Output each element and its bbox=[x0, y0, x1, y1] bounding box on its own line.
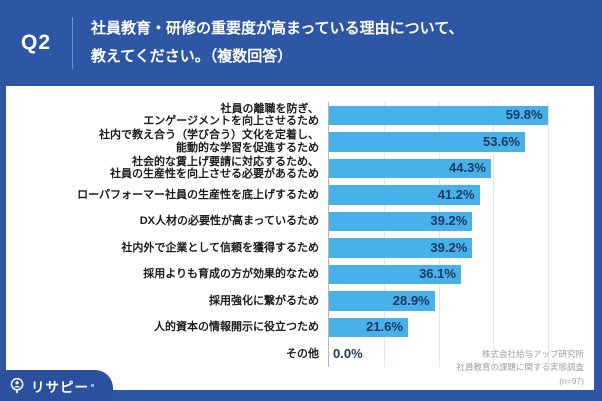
value-label: 53.6% bbox=[483, 133, 520, 149]
chart-row: 社内で教え合う（学び合う）文化を定着し、 能動的な学習を促進するため 53.6% bbox=[6, 129, 594, 156]
brand-logo-text: リサピー bbox=[31, 379, 89, 395]
category-label: 社員の離職を防ぎ、 エンゲージメントを向上させるため bbox=[143, 102, 319, 128]
gridline bbox=[383, 102, 385, 367]
bar-area: 0.0% bbox=[329, 341, 594, 368]
chart-row: その他 0.0% bbox=[6, 341, 594, 368]
question-number: Q2 bbox=[20, 31, 51, 54]
chart-row: 人的資本の情報開示に役立つため 21.6% bbox=[6, 314, 594, 341]
bar-area: 44.3% bbox=[329, 155, 594, 182]
question-header: Q2 社員教育・研修の重要度が高まっている理由について、 教えてください。（複数… bbox=[0, 0, 602, 86]
brand-logo-tab: リサピー bbox=[0, 370, 113, 401]
source-note: 株式会社給与アップ研究所 社員教育の課題に関する実態調査 (n=97) bbox=[456, 348, 584, 389]
chart-row: 採用よりも育成の方が効果的なため 36.1% bbox=[6, 261, 594, 288]
chart-panel: 社員の離職を防ぎ、 エンゲージメントを向上させるため 59.8% 社内で教え合う（学び… bbox=[6, 86, 594, 390]
bar bbox=[329, 185, 480, 205]
category-label: 採用よりも育成の方が効果的なため bbox=[143, 268, 319, 280]
chart-row: ローパフォーマー社員の生産性を底上げするため 41.2% bbox=[6, 182, 594, 209]
category-label: 社内外で企業として信頼を獲得するため bbox=[121, 241, 319, 254]
question-title: 社員教育・研修の重要度が高まっている理由について、 教えてください。（複数回答） bbox=[73, 15, 463, 71]
bar bbox=[329, 264, 461, 284]
bar-area: 36.1% bbox=[329, 261, 594, 288]
bar-area: 41.2% bbox=[329, 182, 594, 209]
source-sample-size: (n=97) bbox=[559, 375, 584, 386]
category-label: その他 bbox=[286, 347, 319, 360]
value-label: 39.2% bbox=[430, 239, 468, 255]
value-label: 21.6% bbox=[366, 319, 403, 334]
bar-area: 59.8% bbox=[329, 102, 594, 129]
bar bbox=[329, 158, 491, 178]
value-label: 59.8% bbox=[505, 107, 543, 122]
category-label: ローパフォーマー社員の生産性を底上げするため bbox=[77, 188, 319, 201]
magnifier-user-icon bbox=[10, 377, 24, 394]
value-label: 28.9% bbox=[392, 292, 430, 308]
bar bbox=[329, 132, 525, 152]
chart-rows: 社員の離職を防ぎ、 エンゲージメントを向上させるため 59.8% 社内で教え合う（学び… bbox=[6, 102, 594, 367]
header-divider bbox=[72, 17, 73, 69]
chart-row: 社内外で企業として信頼を獲得するため 39.2% bbox=[6, 235, 594, 262]
category-label: 人的資本の情報開示に役立つため bbox=[154, 321, 319, 333]
plot-gridlines bbox=[329, 102, 594, 367]
value-label: 44.3% bbox=[449, 160, 486, 175]
y-axis-line bbox=[328, 102, 329, 367]
category-label: 社内で教え合う（学び合う）文化を定着し、 能動的な学習を促進するため bbox=[99, 129, 319, 154]
chart-row: 採用強化に繋がるため 28.9% bbox=[6, 288, 594, 315]
logo-dot bbox=[91, 383, 94, 387]
question-title-line2: 教えてください。（複数回答） bbox=[91, 48, 293, 65]
value-label: 36.1% bbox=[419, 266, 456, 281]
source-company: 株式会社給与アップ研究所 bbox=[481, 348, 584, 359]
chart-row: 社会的な賃上げ要請に対応するため、 社員の生産性を向上させる必要があるため 44.3… bbox=[6, 155, 594, 182]
gridline bbox=[493, 102, 495, 367]
bar-area: 39.2% bbox=[329, 235, 594, 262]
category-label: 社会的な賃上げ要請に対応するため、 社員の生産性を向上させる必要があるため bbox=[110, 155, 319, 181]
source-survey: 社員教育の課題に関する実態調査 bbox=[456, 362, 584, 372]
category-label: DX人材の必要性が高まっているため bbox=[139, 215, 319, 227]
value-label: 0.0% bbox=[333, 345, 363, 361]
bar bbox=[329, 291, 435, 311]
value-label: 39.2% bbox=[430, 213, 468, 228]
bar-area: 28.9% bbox=[329, 288, 594, 315]
gridline bbox=[438, 102, 440, 367]
bar-area: 21.6% bbox=[329, 314, 594, 341]
bar bbox=[329, 238, 473, 258]
gridline bbox=[548, 102, 550, 367]
value-label: 41.2% bbox=[437, 186, 475, 202]
bar bbox=[329, 105, 548, 125]
bar-area: 53.6% bbox=[329, 129, 594, 156]
bar-area: 39.2% bbox=[329, 208, 594, 235]
chart-row: 社員の離職を防ぎ、 エンゲージメントを向上させるため 59.8% bbox=[6, 102, 594, 129]
question-title-line1: 社員教育・研修の重要度が高まっている理由について、 bbox=[91, 20, 464, 37]
category-label: 採用強化に繋がるため bbox=[209, 294, 319, 307]
bar bbox=[329, 211, 473, 231]
bar bbox=[329, 317, 408, 337]
chart-row: DX人材の必要性が高まっているため 39.2% bbox=[6, 208, 594, 235]
